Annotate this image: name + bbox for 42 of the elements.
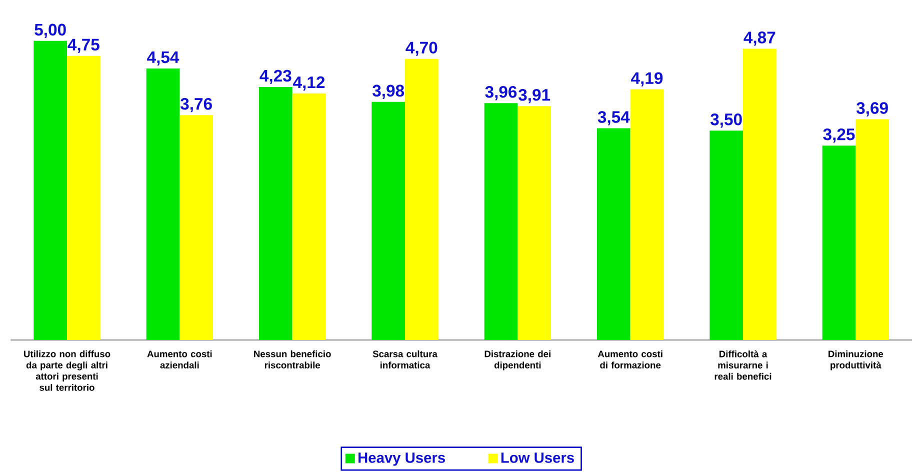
data-label: 3,98 — [372, 84, 404, 99]
data-label: 4,23 — [260, 70, 292, 84]
bar — [146, 68, 180, 340]
x-tick-label: Difficoltà a misurarne i reali benefici — [714, 350, 772, 380]
x-tick-label: Diminuzione produttività — [828, 350, 884, 370]
bar — [742, 48, 776, 340]
data-label: 3,76 — [180, 98, 212, 112]
legend-label: Low Users — [501, 452, 574, 463]
x-tick-label: Nessun beneficio riscontrabile — [254, 350, 331, 368]
bar — [292, 94, 326, 340]
data-label: 3,50 — [710, 114, 742, 128]
bar — [67, 56, 100, 340]
data-label: 3,69 — [856, 102, 888, 116]
x-tick-label: Distrazione dei dipendenti — [484, 350, 550, 370]
bar — [34, 40, 68, 340]
bar — [259, 86, 292, 340]
bar — [518, 106, 551, 340]
bar — [372, 102, 405, 340]
bar — [180, 115, 214, 340]
data-label: 3,91 — [518, 88, 550, 104]
bar — [596, 128, 630, 340]
data-label: 4,70 — [406, 42, 438, 56]
data-label: 4,54 — [147, 51, 180, 66]
x-tick-label: Aumento costi di formazione — [598, 350, 662, 368]
data-label: 3,96 — [485, 86, 517, 100]
data-label: 3,54 — [598, 111, 630, 126]
data-label: 3,25 — [823, 128, 855, 143]
bar — [822, 146, 856, 340]
bar — [405, 58, 438, 340]
x-tick-label: Utilizzo non diffuso da parte degli altri attori presenti sul territorio — [24, 350, 110, 391]
data-label: 4,87 — [744, 32, 776, 46]
legend-label: Heavy Users — [358, 452, 445, 466]
x-tick-label: Scarsa cultura informatica — [372, 350, 438, 368]
data-label: 5,00 — [34, 24, 66, 38]
bar — [484, 103, 518, 340]
data-label: 4,12 — [293, 76, 325, 91]
x-tick-label: Aumento costi aziendali — [147, 350, 212, 368]
bar — [630, 89, 664, 340]
bar — [856, 119, 889, 340]
bar — [710, 130, 743, 340]
data-label: 4,19 — [631, 72, 663, 86]
data-label: 4,75 — [68, 38, 100, 53]
